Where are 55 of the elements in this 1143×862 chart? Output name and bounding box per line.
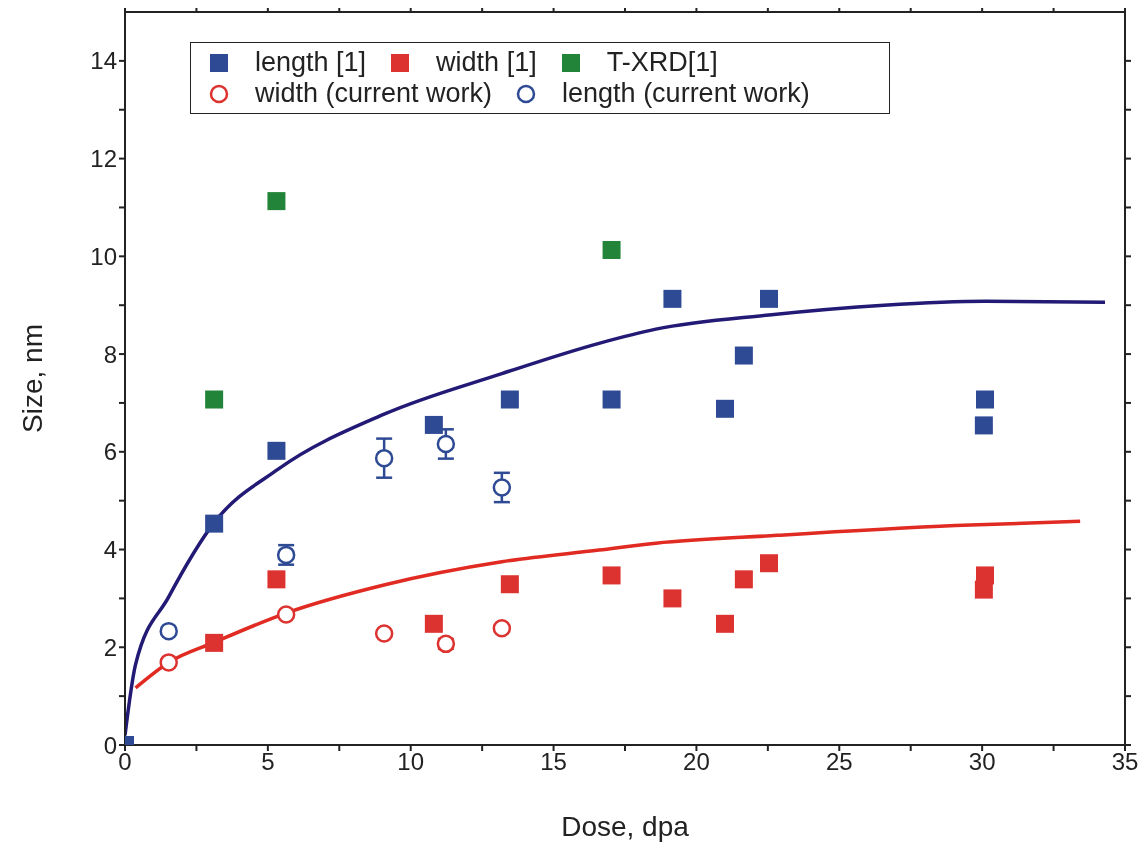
point	[602, 240, 621, 259]
point	[276, 605, 296, 624]
y-tick-label: 0	[103, 731, 117, 759]
y-tick-label: 8	[103, 340, 117, 368]
x-axis-title: Dose, dpa	[561, 811, 690, 842]
y-tick-label: 2	[103, 633, 117, 661]
legend-label: length (current work)	[562, 78, 810, 109]
point	[205, 390, 224, 409]
x-tick-label: 5	[261, 748, 275, 776]
legend-label: T-XRD[1]	[606, 47, 718, 78]
point	[974, 580, 993, 599]
point	[492, 478, 512, 497]
legend-label: length [1]	[255, 47, 367, 78]
x-tick-label: 20	[683, 748, 710, 776]
point	[716, 614, 734, 633]
point	[374, 448, 394, 468]
point	[716, 399, 734, 418]
x-tick-label: 10	[397, 748, 425, 776]
point	[602, 566, 621, 585]
legend-label: width [1]	[436, 47, 537, 78]
x-tick-label: 35	[1111, 748, 1139, 776]
y-tick-label: 6	[103, 438, 117, 466]
x-tick-label: 15	[540, 748, 567, 776]
point	[976, 390, 994, 409]
line-series	[133, 519, 1082, 690]
y-axis-title: Size, nm	[16, 324, 48, 433]
point	[663, 589, 682, 608]
point	[205, 633, 224, 652]
point	[267, 192, 286, 211]
point	[205, 514, 224, 533]
point	[424, 415, 443, 434]
point	[492, 618, 512, 638]
point	[602, 390, 621, 409]
point	[663, 289, 682, 308]
point	[974, 416, 993, 435]
point	[734, 346, 753, 365]
point	[734, 570, 753, 589]
y-tick-label: 10	[90, 242, 117, 270]
point	[159, 621, 178, 641]
x-tick-label: 30	[968, 748, 996, 776]
y-tick-label: 14	[90, 47, 117, 75]
point	[760, 554, 778, 573]
y-tick-label: 12	[90, 145, 117, 173]
y-tick-label: 4	[103, 536, 117, 564]
point	[436, 434, 456, 454]
point	[500, 575, 519, 594]
point	[760, 289, 778, 308]
point	[267, 441, 286, 460]
point	[267, 570, 286, 589]
x-tick-label: 25	[825, 748, 853, 776]
point	[500, 390, 519, 409]
point	[159, 653, 178, 672]
point	[374, 624, 394, 643]
point	[424, 614, 443, 633]
legend-label: width (current work)	[255, 78, 493, 109]
